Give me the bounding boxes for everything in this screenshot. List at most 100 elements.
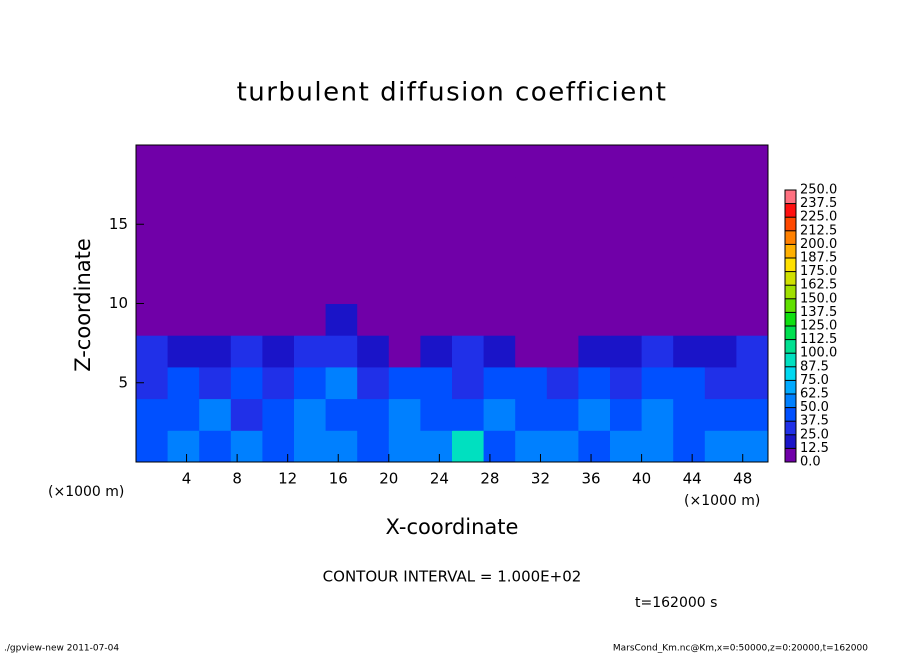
heat-cell	[578, 366, 611, 400]
x-tick-label: 28	[480, 470, 499, 488]
heat-cell	[452, 176, 485, 209]
heat-cell	[262, 303, 295, 336]
heat-cell	[578, 335, 611, 368]
colorbar-label: 0.0	[800, 455, 821, 470]
heat-cell	[578, 430, 611, 463]
heat-cell	[420, 366, 453, 400]
heat-cell	[452, 145, 485, 178]
heat-cell	[452, 335, 485, 368]
heat-cell	[546, 335, 579, 368]
colorbar-label: 125.0	[800, 319, 837, 334]
colorbar-band	[785, 312, 796, 326]
heat-cell	[610, 271, 643, 304]
colorbar-label: 75.0	[800, 373, 829, 388]
heat-cell	[673, 335, 706, 368]
heat-cell	[420, 430, 453, 463]
heat-cell	[673, 366, 706, 400]
heat-cell	[515, 145, 548, 178]
x-tick-label: 32	[531, 470, 550, 488]
heat-cell	[230, 398, 263, 431]
heat-cell	[167, 398, 200, 431]
heat-cell	[673, 303, 706, 336]
heat-cell	[230, 303, 263, 336]
colorbar-band	[785, 448, 796, 462]
heat-cell	[357, 398, 390, 431]
heat-cell	[736, 176, 769, 209]
colorbar-band	[785, 258, 796, 272]
heat-cell	[294, 366, 327, 400]
heat-cell	[420, 335, 453, 368]
heat-cell	[610, 398, 643, 431]
heat-cell	[230, 208, 263, 241]
heat-cell	[641, 240, 674, 273]
colorbar-label: 200.0	[800, 237, 837, 252]
heat-cell	[673, 240, 706, 273]
y-tick-label: 15	[109, 215, 128, 233]
heat-cell	[704, 366, 737, 400]
colorbar-label: 25.0	[800, 427, 829, 442]
colorbar-label: 162.5	[800, 278, 837, 293]
heat-cell	[483, 335, 516, 368]
x-tick-label: 12	[278, 470, 297, 488]
colorbar-label: 37.5	[800, 414, 829, 429]
heat-cell	[325, 176, 358, 209]
heat-cell	[294, 303, 327, 336]
heat-cell	[357, 430, 390, 463]
heat-cell	[262, 335, 295, 368]
heat-cell	[199, 366, 232, 400]
heat-cell	[641, 366, 674, 400]
heat-cell	[515, 335, 548, 368]
heat-cell	[230, 430, 263, 463]
heat-cell	[420, 145, 453, 178]
x-tick-label: 20	[379, 470, 398, 488]
heat-cell	[483, 303, 516, 336]
heat-cell	[230, 240, 263, 273]
heat-cell	[610, 366, 643, 400]
heat-cell	[641, 430, 674, 463]
colorbar-band	[785, 217, 796, 231]
heat-cell	[610, 335, 643, 368]
heat-cell	[673, 208, 706, 241]
colorbar-label: 150.0	[800, 291, 837, 306]
heat-cell	[673, 398, 706, 431]
colorbar-label: 112.5	[800, 332, 837, 347]
heat-cell	[136, 240, 169, 273]
heat-cell	[199, 145, 232, 178]
colorbar-band	[785, 394, 796, 408]
heat-cell	[736, 271, 769, 304]
heat-cell	[452, 366, 485, 400]
heat-cell	[262, 176, 295, 209]
heat-cell	[641, 335, 674, 368]
colorbar-label: 100.0	[800, 346, 837, 361]
chart-title: turbulent diffusion coefficient	[237, 78, 668, 108]
heat-cell	[167, 366, 200, 400]
heat-cell	[357, 208, 390, 241]
heat-cell	[736, 240, 769, 273]
heat-cell	[420, 398, 453, 431]
colorbar-label: 137.5	[800, 305, 837, 320]
heat-cell	[325, 240, 358, 273]
heat-cell	[546, 398, 579, 431]
heat-cell	[578, 176, 611, 209]
heat-cell	[420, 240, 453, 273]
heat-cell	[199, 303, 232, 336]
heat-cell	[736, 335, 769, 368]
colorbar-band	[785, 366, 796, 381]
heat-cell	[388, 430, 421, 463]
heat-cell	[294, 335, 327, 368]
heat-cell	[578, 303, 611, 336]
heat-cell	[230, 176, 263, 209]
colorbar-label: 175.0	[800, 264, 837, 279]
heat-cell	[641, 176, 674, 209]
heat-cell	[420, 271, 453, 304]
heat-cell	[483, 240, 516, 273]
heat-cell	[641, 303, 674, 336]
heat-cell	[546, 430, 579, 463]
colorbar-label: 50.0	[800, 400, 829, 415]
heat-cell	[294, 176, 327, 209]
heat-cell	[546, 145, 579, 178]
heat-cell	[230, 335, 263, 368]
heat-cell	[483, 398, 516, 431]
heat-cell	[704, 430, 737, 463]
